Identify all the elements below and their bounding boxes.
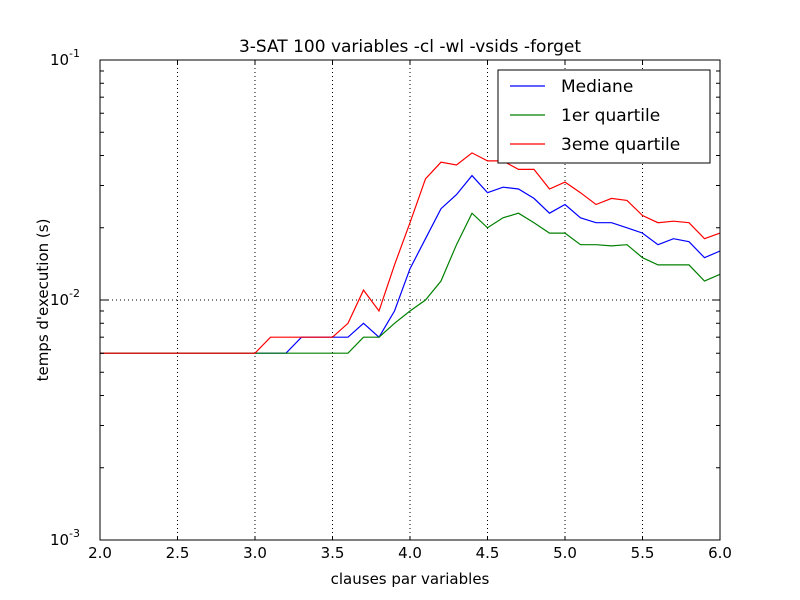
series-layer [100,152,721,354]
x-tick-label: 2.0 [88,544,112,562]
legend: Mediane 1er quartile 3eme quartile [497,69,711,164]
x-tick-label: 2.5 [166,544,190,562]
y-tick-label: 10-1 [50,47,80,69]
y-axis-label: temps d'execution (s) [34,219,52,382]
x-tick-labels: 2.0 2.5 3.0 3.5 4.0 4.5 5.0 5.5 6.0 [88,544,732,562]
x-axis-label: clauses par variables [331,570,490,588]
y-tick-label: 10-2 [50,287,80,309]
series-line-2 [100,152,721,354]
legend-label-mediane: Mediane [561,77,633,97]
x-tick-label: 4.0 [398,544,422,562]
chart-title: 3-SAT 100 variables -cl -wl -vsids -forg… [239,37,581,57]
x-tick-label: 5.0 [553,544,577,562]
ticks [99,59,721,541]
x-tick-label: 6.0 [708,544,732,562]
x-tick-label: 5.5 [631,544,655,562]
y-tick-labels: 10-3 10-2 10-1 [50,47,80,549]
y-tick-label: 10-3 [50,527,80,549]
x-tick-label: 3.5 [321,544,345,562]
legend-label-3eme-quartile: 3eme quartile [561,135,680,155]
x-tick-label: 4.5 [476,544,500,562]
x-tick-label: 3.0 [243,544,267,562]
legend-label-1er-quartile: 1er quartile [561,106,660,126]
